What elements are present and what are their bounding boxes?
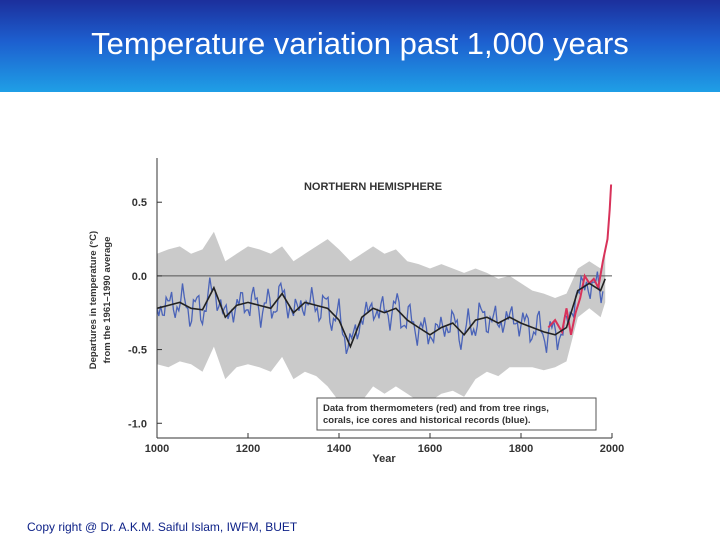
chart-title: NORTHERN HEMISPHERE xyxy=(304,181,442,193)
x-tick-label: 1600 xyxy=(418,443,442,455)
instrumental-series-line xyxy=(547,184,613,336)
x-tick-label: 1400 xyxy=(327,443,351,455)
annotation-text: corals, ice cores and historical records… xyxy=(323,415,531,426)
annotation-text: Data from thermometers (red) and from tr… xyxy=(323,403,549,414)
x-axis-label: Year xyxy=(372,453,396,465)
x-tick-label: 1000 xyxy=(145,443,169,455)
x-tick-label: 2000 xyxy=(600,443,624,455)
x-tick-label: 1800 xyxy=(509,443,533,455)
uncertainty-band xyxy=(157,231,606,424)
x-tick-label: 1200 xyxy=(236,443,260,455)
annotation-box xyxy=(316,397,597,431)
y-axis-label: from the 1961–1990 average xyxy=(102,237,113,364)
smoothed-series-line xyxy=(156,278,606,349)
y-tick-label: -0.5 xyxy=(128,345,147,357)
y-tick-label: -1.0 xyxy=(128,418,147,430)
slide-title: Temperature variation past 1,000 years xyxy=(91,26,629,61)
y-tick-label: 0.5 xyxy=(132,197,147,209)
y-tick-label: 0.0 xyxy=(132,271,147,283)
footer-copyright: Copy right @ Dr. A.K.M. Saiful Islam, IW… xyxy=(27,520,298,534)
y-axis-label: Departures in temperature (°C) xyxy=(88,231,99,369)
title-bar: Temperature variation past 1,000 years xyxy=(0,0,720,92)
